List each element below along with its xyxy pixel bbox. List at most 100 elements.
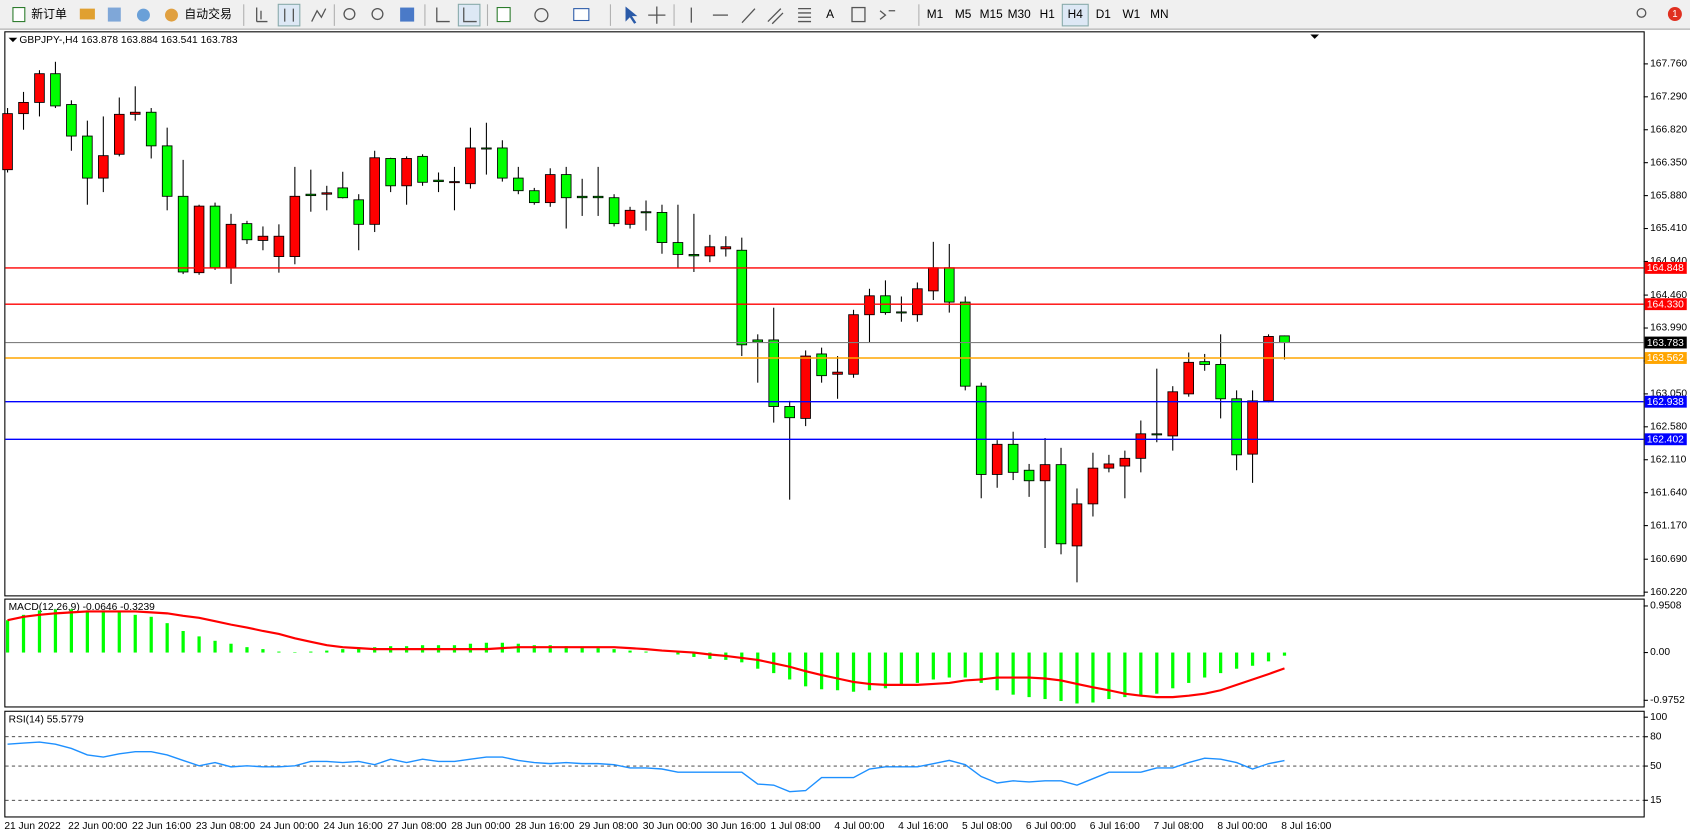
toolbar-bg (0, 0, 1690, 30)
trendline-icon[interactable] (741, 8, 756, 24)
autoscroll-icon[interactable] (436, 7, 450, 23)
chart-header: GBPJPY-,H4 163.878 163.884 163.541 163.7… (19, 35, 237, 46)
candle-body (800, 355, 811, 419)
bar-chart-icon[interactable] (256, 7, 268, 23)
candle-body (736, 249, 748, 346)
low: 163.541 (161, 35, 198, 46)
candle-body (417, 155, 428, 183)
level-label: 162.938 (1647, 397, 1684, 408)
timeframe[interactable]: MN (1150, 7, 1168, 21)
candle-body (1055, 464, 1067, 545)
candle-body (1247, 400, 1258, 455)
timeframe[interactable]: W1 (1122, 7, 1140, 21)
periods-icon[interactable] (534, 7, 549, 23)
level-tag (1644, 298, 1687, 311)
x-tick-label: 28 Jun 16:00 (515, 821, 574, 832)
candle-body (50, 73, 61, 107)
candle-body (1183, 361, 1195, 395)
cursor-icon[interactable] (625, 6, 638, 24)
icon[interactable] (79, 8, 95, 20)
candle-body (1119, 457, 1131, 467)
x-tick-label: 24 Jun 16:00 (324, 821, 383, 832)
zoom-out-icon[interactable] (371, 7, 384, 21)
icon[interactable] (107, 7, 121, 22)
x-tick-label: 30 Jun 16:00 (707, 821, 766, 832)
level-label: 164.330 (1647, 299, 1684, 310)
candle-body (161, 145, 173, 197)
search-icon[interactable] (1636, 7, 1647, 18)
candle-body (497, 147, 508, 179)
rsi-panel (4, 710, 1645, 818)
candle-body (177, 195, 189, 273)
candle-body (353, 199, 364, 225)
y-tick-label: -0.9752 (1650, 695, 1685, 706)
timeframe[interactable]: H4 (1068, 7, 1084, 21)
timeframe[interactable]: D1 (1096, 7, 1112, 21)
timeframe[interactable]: H1 (1040, 7, 1056, 21)
level-tag (1644, 395, 1687, 408)
channel-icon[interactable] (767, 8, 784, 25)
fibo-icon[interactable] (798, 7, 812, 23)
candle-body (864, 295, 875, 316)
candle-body (848, 314, 859, 375)
auto-trading[interactable]: 自动交易 (184, 7, 231, 21)
timeframe[interactable]: M5 (955, 7, 972, 21)
open: 163.878 (81, 35, 118, 46)
candle-body (1103, 463, 1115, 469)
main-panel (4, 31, 1645, 597)
candle-body (225, 223, 237, 269)
y-tick-label: 160.690 (1650, 554, 1687, 565)
notification-badge[interactable] (1667, 7, 1682, 22)
new-order-icon[interactable] (12, 7, 26, 23)
auto-trading-icon[interactable] (165, 8, 178, 22)
icon[interactable] (136, 8, 150, 22)
label-icon[interactable] (851, 6, 866, 23)
text-tool[interactable]: A (826, 7, 834, 21)
active-timeframe (1061, 3, 1089, 27)
level-tag (1644, 352, 1687, 364)
high: 163.884 (121, 35, 158, 46)
y-tick-label: 165.410 (1650, 223, 1687, 234)
candle-body (1263, 335, 1274, 402)
candle-body (337, 187, 349, 199)
candle-icon[interactable] (284, 8, 294, 22)
templates-icon[interactable] (573, 8, 590, 22)
candle-body (82, 135, 93, 179)
candle-body (289, 195, 301, 257)
candle-body (18, 101, 29, 115)
shift-icon[interactable] (463, 7, 477, 23)
y-tick-label: 161.170 (1650, 520, 1687, 531)
candle-body (321, 192, 333, 195)
candle-body (1087, 467, 1099, 505)
candle-body (560, 174, 572, 199)
timeframe[interactable]: M30 (1008, 7, 1031, 21)
candle-body (640, 211, 652, 214)
tile-icon[interactable] (400, 7, 415, 22)
candle-body (991, 443, 1003, 475)
timeframe[interactable]: M1 (927, 7, 944, 21)
badge-count[interactable]: 1 (1672, 9, 1677, 20)
x-tick-label: 22 Jun 00:00 (68, 821, 127, 832)
candle-body (98, 155, 109, 179)
y-tick-label: 166.820 (1650, 124, 1687, 135)
x-tick-label: 27 Jun 08:00 (387, 821, 446, 832)
candle-body (1279, 335, 1290, 343)
zoom-in-icon[interactable] (343, 7, 356, 21)
candle-body (544, 174, 556, 204)
shift-button[interactable] (457, 3, 481, 27)
line-chart-icon[interactable] (311, 8, 327, 22)
rsi-line (7, 741, 1285, 793)
indicators-icon[interactable] (496, 7, 511, 23)
signal-line (7, 610, 1285, 699)
x-tick-label: 28 Jun 00:00 (451, 821, 510, 832)
candle-body (257, 235, 269, 241)
timeframe[interactable]: M15 (980, 7, 1003, 21)
candle-button[interactable] (277, 3, 301, 27)
crosshair-icon[interactable] (648, 6, 666, 24)
arrows-icon[interactable] (879, 10, 896, 20)
new-order[interactable]: 新订单 (31, 7, 67, 21)
candle-body (1135, 433, 1147, 459)
candle-body (944, 267, 955, 303)
